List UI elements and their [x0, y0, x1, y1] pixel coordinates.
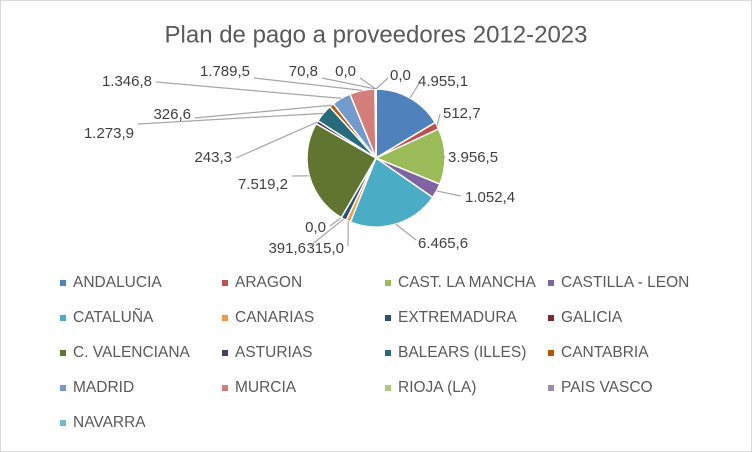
data-label: 7.519,2 [238, 176, 288, 193]
data-label: 0,0 [390, 67, 411, 84]
legend-label: ARAGON [235, 274, 302, 291]
legend-marker [385, 315, 391, 321]
legend-label: PAIS VASCO [561, 379, 653, 396]
leader-line [443, 156, 446, 159]
legend-label: GALICIA [561, 309, 623, 326]
legend-marker [222, 350, 228, 356]
leader-line [235, 121, 318, 159]
leader-line [395, 223, 417, 241]
legend-marker [385, 350, 391, 356]
legend-marker [548, 315, 554, 321]
leader-line [253, 77, 363, 91]
legend-label: ANDALUCIA [73, 274, 162, 291]
legend-label: C. VALENCIANA [73, 344, 191, 361]
chart-title: Plan de pago a proveedores 2012-2023 [165, 21, 588, 48]
legend-label: NAVARRA [73, 414, 146, 431]
pie-slice [375, 88, 437, 160]
data-label: 391,6 [268, 240, 306, 257]
legend-marker [548, 350, 554, 356]
legend-marker [222, 385, 228, 391]
data-label: 0,0 [335, 63, 356, 80]
leader-line [309, 218, 345, 247]
data-label: 0,0 [305, 219, 326, 236]
data-label: 326,6 [153, 106, 191, 123]
legend-marker [60, 315, 66, 321]
legend-label: MURCIA [235, 379, 297, 396]
data-label: 3.956,5 [448, 149, 498, 166]
legend-label: CANTABRIA [561, 344, 649, 361]
leader-line [359, 77, 377, 90]
data-label: 1.052,4 [465, 189, 515, 206]
data-label: 243,3 [194, 149, 232, 166]
data-label: 1.346,8 [102, 73, 152, 90]
data-label: 6.465,6 [418, 235, 468, 252]
leader-line [137, 112, 324, 125]
legend-marker [548, 280, 554, 286]
leader-line [321, 77, 376, 90]
data-label: 70,8 [289, 63, 318, 80]
legend-marker [60, 420, 66, 426]
legend-marker [60, 280, 66, 286]
leader-line [436, 190, 462, 197]
legend-label: MADRID [73, 379, 134, 396]
legend-label: ASTURIAS [235, 344, 313, 361]
legend-marker [548, 385, 554, 391]
leader-line [409, 81, 421, 99]
legend-label: BALEARS (ILLES) [398, 344, 526, 361]
legend-label: CASTILLA - LEON [561, 274, 689, 291]
pie-slice [349, 156, 434, 228]
data-label: 1.273,9 [84, 125, 134, 142]
leader-line [194, 104, 332, 119]
leader-line [436, 113, 441, 126]
leader-line [329, 217, 342, 227]
legend-label: CATALUÑA [73, 309, 154, 326]
legend-label: EXTREMADURA [398, 309, 518, 326]
legend-label: CAST. LA MANCHA [398, 274, 536, 291]
leader-line [375, 77, 389, 90]
legend-marker [60, 350, 66, 356]
data-label: 4.955,1 [418, 73, 468, 90]
legend-label: CANARIAS [235, 309, 314, 326]
data-label: 1.789,5 [200, 63, 250, 80]
legend-marker [385, 385, 391, 391]
legend-marker [385, 280, 391, 286]
legend-marker [60, 385, 66, 391]
pie-slice [306, 122, 378, 219]
data-label: 512,7 [443, 105, 481, 122]
legend-label: RIOJA (LA) [398, 379, 476, 396]
data-label: 315,0 [306, 240, 344, 257]
leader-line [155, 81, 342, 99]
legend-marker [222, 315, 228, 321]
legend-marker [222, 280, 228, 286]
